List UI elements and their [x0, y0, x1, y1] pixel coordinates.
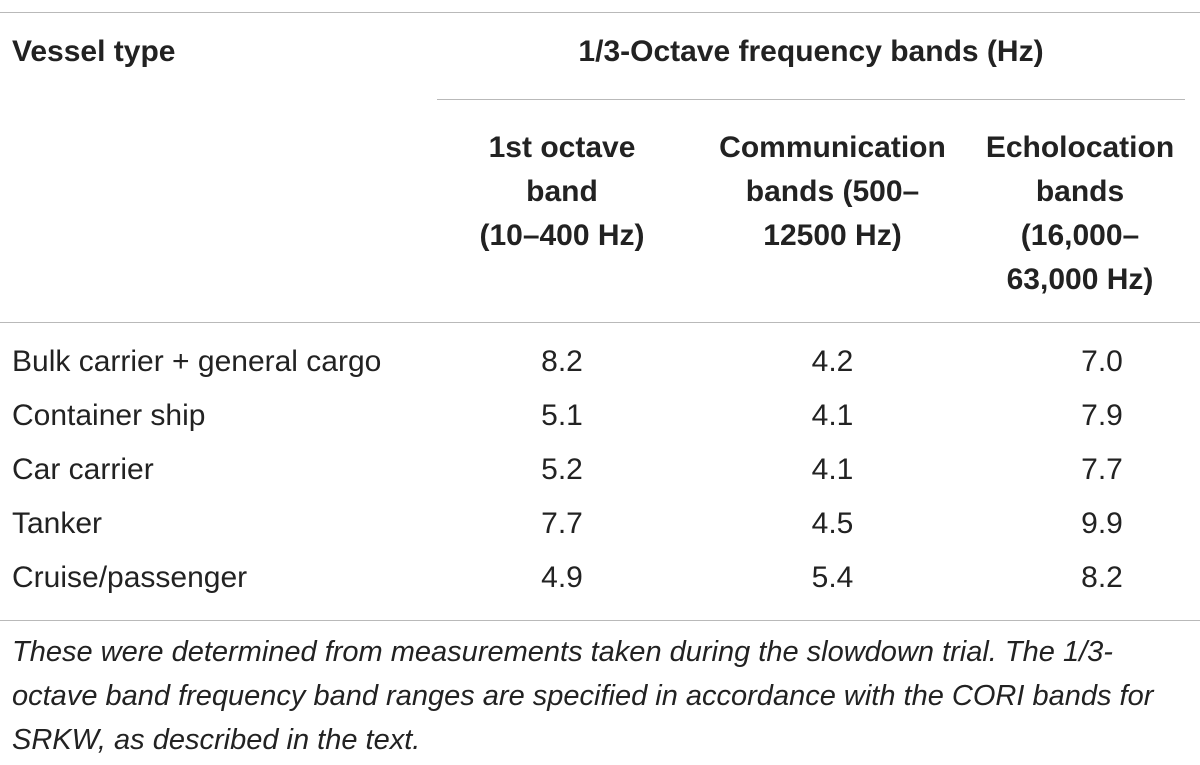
- table-row: Bulk carrier + general cargo 8.2 4.2 7.0: [0, 335, 1200, 389]
- first-octave-value: 5.1: [541, 399, 583, 432]
- communication-value: 4.2: [811, 345, 854, 378]
- group-header-rule: [437, 99, 1185, 100]
- echolocation-value: 9.9: [1081, 507, 1123, 540]
- frequency-bands-group-header: 1/3-Octave frequency bands (Hz): [578, 35, 1044, 68]
- echolocation-value: 8.2: [1081, 561, 1123, 594]
- table-bottom-rule: [0, 620, 1200, 621]
- table-row: Container ship 5.1 4.1 7.9: [0, 389, 1200, 443]
- first-octave-value: 5.2: [541, 453, 583, 486]
- table-footnote: These were determined from measurements …: [12, 636, 1154, 756]
- table-row: Car carrier 5.2 4.1 7.7: [0, 443, 1200, 497]
- echolocation-bands-header: Echolocation bands (16,000– 63,000 Hz): [985, 131, 1175, 296]
- table-row: Tanker 7.7 4.5 9.9: [0, 497, 1200, 551]
- echolocation-value: 7.0: [1081, 345, 1123, 378]
- vessel-type-cell: Tanker: [12, 507, 103, 540]
- table-top-rule: [0, 12, 1200, 13]
- vessel-type-cell: Container ship: [12, 399, 206, 432]
- table-row: Cruise/passenger 4.9 5.4 8.2: [0, 551, 1200, 605]
- vessel-type-cell: Bulk carrier + general cargo: [12, 345, 382, 378]
- vessel-type-cell: Car carrier: [12, 453, 154, 486]
- communication-value: 5.4: [811, 561, 854, 594]
- header-bottom-rule: [0, 322, 1200, 323]
- echolocation-value: 7.9: [1081, 399, 1123, 432]
- echolocation-value: 7.7: [1081, 453, 1123, 486]
- communication-value: 4.1: [811, 399, 854, 432]
- first-octave-value: 7.7: [541, 507, 583, 540]
- vessel-type-cell: Cruise/passenger: [12, 561, 248, 594]
- first-octave-band-header: 1st octave band (10–400 Hz): [479, 131, 645, 252]
- communication-value: 4.5: [811, 507, 854, 540]
- first-octave-value: 8.2: [541, 345, 583, 378]
- communication-bands-header: Communication bands (500– 12500 Hz): [719, 131, 946, 252]
- vessel-type-header: Vessel type: [12, 35, 176, 68]
- communication-value: 4.1: [811, 453, 854, 486]
- first-octave-value: 4.9: [541, 561, 583, 594]
